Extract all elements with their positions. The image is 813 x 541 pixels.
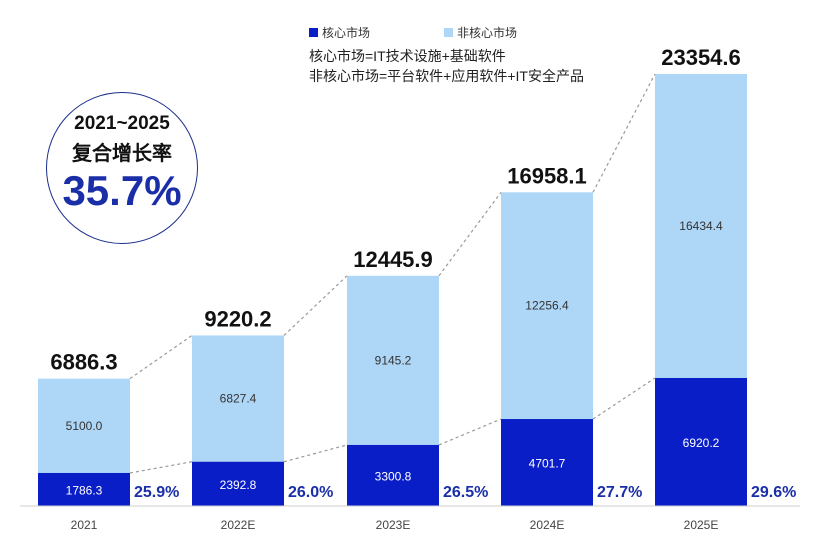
cagr-label: 复合增长率 bbox=[72, 143, 172, 165]
core-share-label: 25.9% bbox=[134, 484, 179, 501]
bar-noncore-label: 12256.4 bbox=[525, 299, 569, 313]
legend-core-label: 核心市场 bbox=[322, 26, 371, 40]
core-trend-line bbox=[592, 377, 656, 420]
total-trend-line bbox=[283, 275, 348, 336]
legend-core: 核心市场 bbox=[309, 24, 370, 41]
bar-core-label: 2392.8 bbox=[220, 478, 257, 492]
bar-noncore bbox=[38, 378, 130, 473]
total-trend-line bbox=[438, 191, 502, 277]
core-trend-line bbox=[129, 461, 193, 474]
bar-core bbox=[192, 461, 284, 506]
note-core-definition: 核心市场=IT技术设施+基础软件 bbox=[309, 48, 506, 64]
core-trend-line bbox=[283, 444, 348, 463]
cagr-value: 35.7% bbox=[62, 167, 182, 214]
bar-noncore-label: 16434.4 bbox=[679, 219, 723, 233]
legend-noncore-label: 非核心市场 bbox=[457, 26, 518, 40]
bar-noncore-label: 6827.4 bbox=[220, 392, 257, 406]
bar-core-label: 3300.8 bbox=[375, 469, 412, 483]
cagr-badge: 2021~2025 复合增长率 35.7% bbox=[46, 92, 198, 244]
bar-noncore-label: 9145.2 bbox=[375, 353, 412, 367]
bar-core bbox=[655, 377, 747, 506]
bar-core bbox=[501, 419, 593, 506]
total-trend-line bbox=[129, 334, 193, 380]
bar-core-label: 1786.3 bbox=[66, 483, 103, 497]
total-trend-line bbox=[592, 73, 656, 193]
core-share-label: 26.5% bbox=[443, 484, 488, 501]
bar-total-label: 16958.1 bbox=[507, 163, 587, 188]
bar-core bbox=[347, 444, 439, 506]
x-tick-label: 2022E bbox=[221, 518, 256, 532]
bar-noncore bbox=[347, 275, 439, 445]
core-share-label: 29.6% bbox=[751, 484, 796, 501]
bar-noncore bbox=[655, 74, 747, 378]
legend-core-swatch bbox=[309, 28, 318, 37]
legend-noncore: 非核心市场 bbox=[444, 24, 517, 41]
bar-total-label: 12445.9 bbox=[353, 247, 433, 272]
bar-noncore bbox=[192, 335, 284, 462]
note-noncore-definition: 非核心市场=平台软件+应用软件+IT安全产品 bbox=[309, 68, 584, 84]
bar-core-label: 4701.7 bbox=[529, 457, 566, 471]
core-share-label: 27.7% bbox=[597, 484, 642, 501]
x-tick-label: 2024E bbox=[530, 518, 565, 532]
bar-total-label: 9220.2 bbox=[204, 306, 271, 331]
legend-noncore-swatch bbox=[444, 28, 453, 37]
bar-noncore bbox=[501, 192, 593, 420]
cagr-years: 2021~2025 bbox=[74, 113, 170, 134]
bar-total-label: 6886.3 bbox=[50, 350, 117, 375]
core-share-label: 26.0% bbox=[288, 484, 333, 501]
x-tick-label: 2025E bbox=[684, 518, 719, 532]
bar-total-label: 23354.6 bbox=[661, 45, 741, 70]
bar-core bbox=[38, 472, 130, 506]
core-trend-line bbox=[438, 418, 502, 446]
x-tick-label: 2023E bbox=[376, 518, 411, 532]
bar-noncore-label: 5100.0 bbox=[66, 419, 103, 433]
bar-core-label: 6920.2 bbox=[683, 436, 720, 450]
x-tick-label: 2021 bbox=[71, 518, 98, 532]
